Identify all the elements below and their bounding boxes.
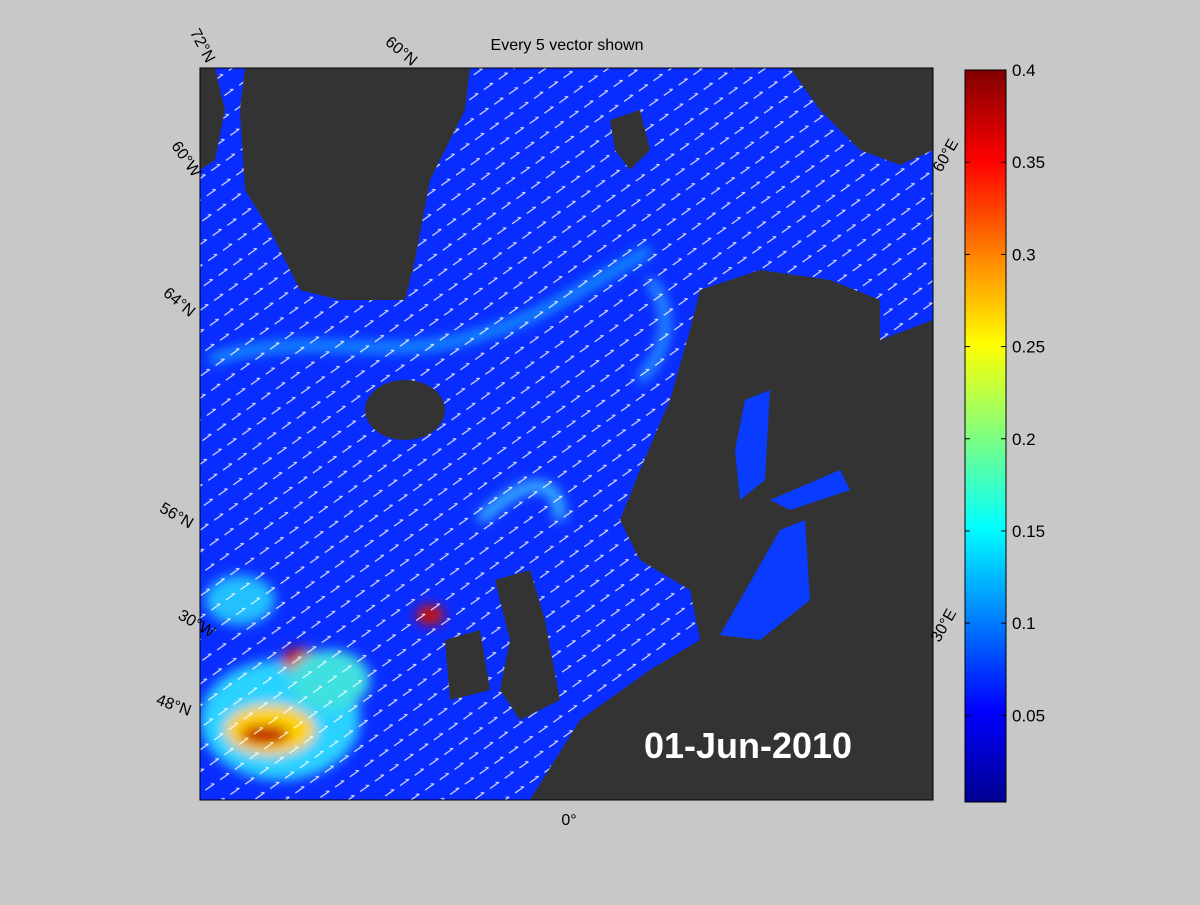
map-frame [199,67,934,801]
graticule-label: 60°N [382,34,420,70]
colorbar-tick-label: 0.4 [1012,61,1036,80]
colorbar-tick-label: 0.25 [1012,338,1045,357]
map [200,68,933,800]
graticule-label: 60°W [167,138,204,181]
graticule-label: 0° [561,812,576,829]
graticule-label: 72°N [186,26,218,66]
colorbar-tick-label: 0.05 [1012,706,1045,725]
colorbar-tick-label: 0.35 [1012,153,1045,172]
colorbar-tick-label: 0.3 [1012,245,1036,264]
date-label: 01-Jun-2010 [644,725,852,766]
land [200,68,933,800]
graticule-label: 56°N [157,500,196,533]
colorbar: 0.05 0.1 0.15 0.2 0.25 0.3 0.35 0.4 [964,61,1045,803]
graticule-label: 64°N [160,285,198,321]
colorbar-tick-label: 0.1 [1012,614,1036,633]
map-title: Every 5 vector shown [491,37,644,54]
colorbar-tick-label: 0.15 [1012,522,1045,541]
baltic [720,390,850,640]
colorbar-tick-label: 0.2 [1012,430,1036,449]
graticule-label: 60°E [930,136,962,175]
colorbar-scale [964,69,1007,803]
graticule-label: 48°N [154,692,193,720]
